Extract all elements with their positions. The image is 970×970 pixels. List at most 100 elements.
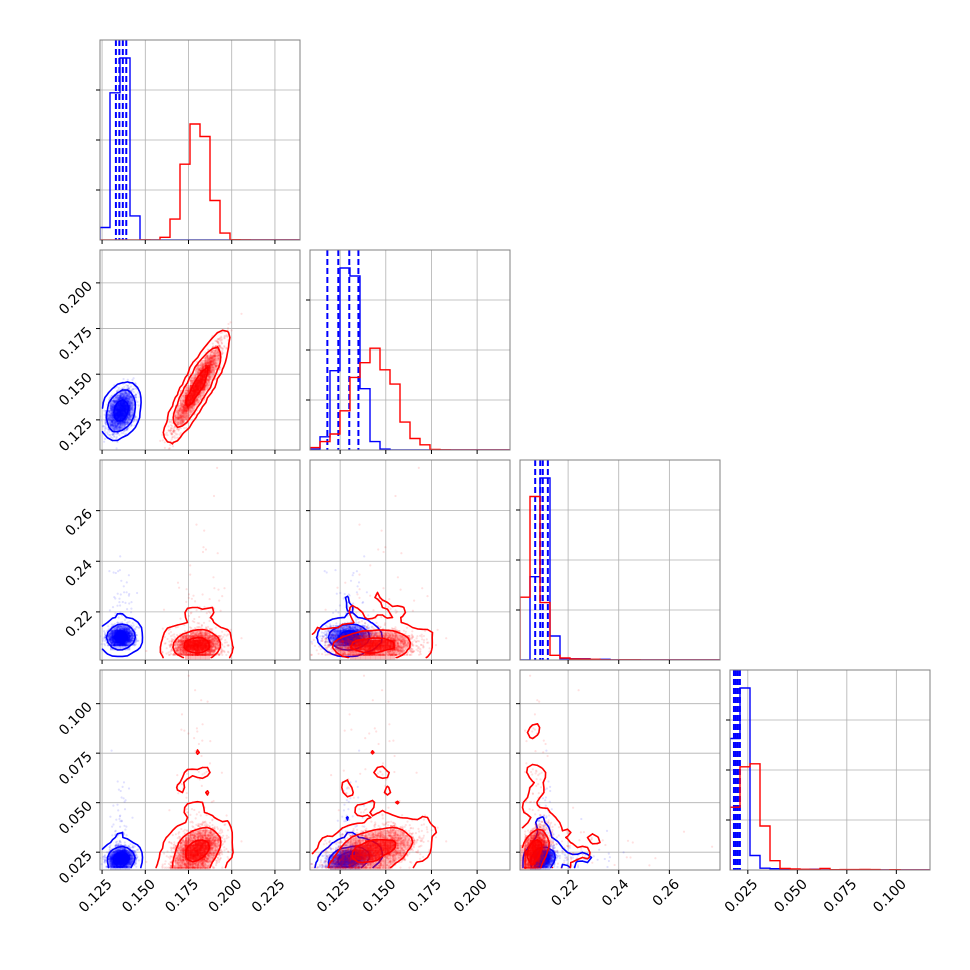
scatter-point xyxy=(129,396,132,399)
scatter-point xyxy=(112,400,115,403)
scatter-point xyxy=(108,418,111,421)
scatter-point xyxy=(115,390,118,393)
scatter-point xyxy=(127,416,130,420)
scatter-point xyxy=(119,395,122,398)
scatter-point xyxy=(110,419,113,422)
scatter-point xyxy=(108,418,111,421)
scatter-point xyxy=(119,397,122,400)
scatter-point xyxy=(122,395,125,398)
density-cell xyxy=(115,395,121,401)
scatter-point xyxy=(110,424,113,427)
scatter-point xyxy=(159,439,162,442)
scatter-point xyxy=(112,417,115,420)
scatter-point xyxy=(108,419,111,422)
scatter-point xyxy=(113,419,116,422)
scatter-point xyxy=(124,420,127,424)
scatter-point xyxy=(111,399,115,402)
scatter-point xyxy=(223,344,226,348)
scatter-point xyxy=(102,425,105,428)
scatter-point xyxy=(108,413,111,417)
scatter-point xyxy=(113,425,116,428)
density-cell xyxy=(180,415,186,421)
scatter-point xyxy=(119,397,122,400)
scatter-point xyxy=(110,416,114,419)
scatter-point xyxy=(124,397,128,400)
scatter-point xyxy=(107,413,110,416)
scatter-point xyxy=(109,423,112,426)
scatter-point xyxy=(115,421,118,424)
scatter-point xyxy=(128,394,131,397)
scatter-point xyxy=(118,398,121,401)
scatter-point xyxy=(120,397,123,400)
scatter-point xyxy=(118,421,121,424)
scatter-point xyxy=(115,394,118,398)
scatter-point xyxy=(109,406,112,409)
scatter-point xyxy=(112,424,115,427)
scatter-point xyxy=(111,406,114,409)
scatter-point xyxy=(126,400,129,403)
scatter-point xyxy=(115,426,118,429)
scatter-point xyxy=(119,424,123,427)
scatter-point xyxy=(106,431,109,434)
scatter-point xyxy=(127,417,130,420)
density-cell xyxy=(180,405,186,411)
scatter-point xyxy=(111,426,114,429)
scatter-point xyxy=(130,414,133,417)
scatter-point xyxy=(112,433,115,436)
scatter-point xyxy=(173,426,176,429)
scatter-point xyxy=(126,416,130,419)
scatter-point xyxy=(121,421,124,424)
scatter-point xyxy=(126,394,129,397)
scatter-point xyxy=(131,388,134,391)
scatter-point xyxy=(131,399,134,402)
scatter-point xyxy=(169,443,172,447)
scatter-point xyxy=(115,396,118,399)
scatter-point xyxy=(128,402,131,405)
scatter-point xyxy=(115,426,118,429)
scatter-point xyxy=(109,407,112,410)
density-cell xyxy=(210,360,216,366)
scatter-point xyxy=(123,420,126,423)
scatter-point xyxy=(116,440,119,444)
scatter-point xyxy=(173,436,176,439)
scatter-point xyxy=(108,434,111,437)
scatter-point xyxy=(123,397,126,400)
scatter-point xyxy=(115,425,118,428)
scatter-point xyxy=(109,424,112,427)
scatter-point xyxy=(114,424,117,427)
scatter-point xyxy=(127,418,130,421)
scatter-point xyxy=(103,409,106,412)
scatter-point xyxy=(115,447,118,450)
scatter-point xyxy=(119,397,122,400)
scatter-point xyxy=(118,398,121,401)
scatter-point xyxy=(112,400,115,403)
scatter-point xyxy=(130,402,133,405)
scatter-point xyxy=(111,403,114,407)
scatter-point xyxy=(123,396,126,399)
scatter-point xyxy=(119,396,123,399)
scatter-point xyxy=(131,405,134,408)
scatter-point xyxy=(111,394,114,397)
scatter-point xyxy=(110,395,113,398)
scatter-point xyxy=(129,399,132,402)
scatter-point xyxy=(117,403,120,406)
scatter-point xyxy=(130,389,133,392)
scatter-point xyxy=(118,402,121,405)
scatter-point xyxy=(113,401,116,404)
scatter-point xyxy=(111,416,114,419)
scatter-point xyxy=(124,392,127,395)
scatter-point xyxy=(110,423,113,426)
scatter-point xyxy=(117,388,120,391)
scatter-point xyxy=(136,400,139,403)
scatter-point xyxy=(132,387,135,391)
scatter-point xyxy=(109,424,112,427)
scatter-point xyxy=(115,425,118,428)
scatter-point xyxy=(127,387,130,390)
scatter-point xyxy=(137,391,140,394)
scatter-point xyxy=(113,420,116,423)
scatter-point xyxy=(240,312,243,315)
scatter-point xyxy=(218,337,222,340)
scatter-point xyxy=(111,408,114,411)
scatter-point xyxy=(113,418,116,422)
scatter-point xyxy=(123,394,126,398)
